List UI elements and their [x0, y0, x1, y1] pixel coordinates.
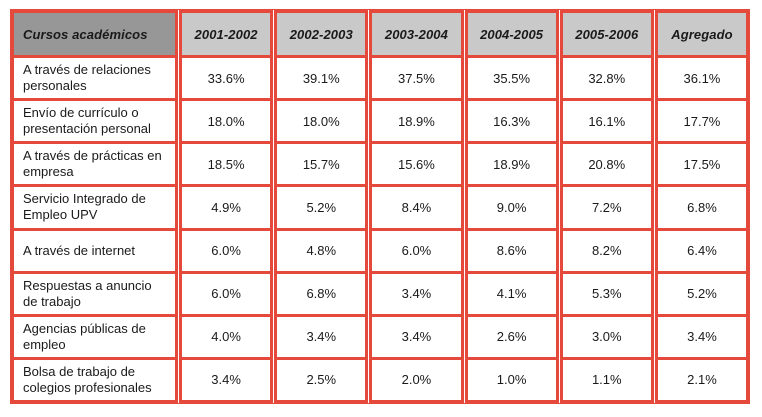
header-cell-year: 2004-2005	[467, 13, 556, 55]
header-cell-cursos-academicos: Cursos académicos	[14, 13, 175, 55]
value-cell: 18.0%	[277, 98, 366, 142]
header-cell-year: 2002-2003	[277, 13, 366, 55]
value-cell: 15.7%	[277, 141, 366, 185]
value-cell: 35.5%	[467, 55, 556, 99]
value-cell: 39.1%	[277, 55, 366, 99]
column-2001-2002: 2001-2002 33.6% 18.0% 18.5% 4.9% 6.0% 6.…	[179, 10, 274, 403]
value-cell: 1.1%	[562, 356, 651, 400]
value-cell: 6.4%	[657, 227, 747, 271]
value-cell: 6.8%	[657, 184, 747, 228]
value-cell: 1.0%	[467, 356, 556, 400]
value-cell: 15.6%	[372, 141, 461, 185]
value-cell: 18.0%	[182, 98, 271, 142]
column-2002-2003: 2002-2003 39.1% 18.0% 15.7% 5.2% 4.8% 6.…	[274, 10, 369, 403]
value-cell: 5.2%	[277, 184, 366, 228]
header-cell-year: 2003-2004	[372, 13, 461, 55]
value-cell: 18.9%	[372, 98, 461, 142]
value-cell: 3.4%	[277, 313, 366, 357]
value-cell: 16.1%	[562, 98, 651, 142]
value-cell: 8.2%	[562, 227, 651, 271]
value-cell: 20.8%	[562, 141, 651, 185]
value-cell: 18.9%	[467, 141, 556, 185]
value-cell: 8.4%	[372, 184, 461, 228]
value-cell: 5.2%	[657, 270, 747, 314]
column-2004-2005: 2004-2005 35.5% 16.3% 18.9% 9.0% 8.6% 4.…	[464, 10, 559, 403]
value-cell: 33.6%	[182, 55, 271, 99]
column-agregado: Agregado 36.1% 17.7% 17.5% 6.8% 6.4% 5.2…	[654, 10, 750, 403]
value-cell: 18.5%	[182, 141, 271, 185]
value-cell: 3.4%	[372, 313, 461, 357]
row-label: Servicio Integrado de Empleo UPV	[14, 184, 175, 228]
column-2005-2006: 2005-2006 32.8% 16.1% 20.8% 7.2% 8.2% 5.…	[559, 10, 654, 403]
value-cell: 6.8%	[277, 270, 366, 314]
value-cell: 17.7%	[657, 98, 747, 142]
row-label: Respuestas a anuncio de trabajo	[14, 270, 175, 314]
row-label: Agencias públicas de empleo	[14, 313, 175, 357]
value-cell: 6.0%	[372, 227, 461, 271]
value-cell: 6.0%	[182, 270, 271, 314]
value-cell: 7.2%	[562, 184, 651, 228]
value-cell: 2.1%	[657, 356, 747, 400]
value-cell: 4.8%	[277, 227, 366, 271]
value-cell: 4.9%	[182, 184, 271, 228]
value-cell: 6.0%	[182, 227, 271, 271]
employment-methods-table: Cursos académicos A través de relaciones…	[10, 9, 750, 404]
value-cell: 3.0%	[562, 313, 651, 357]
header-cell-year: 2001-2002	[182, 13, 271, 55]
value-cell: 16.3%	[467, 98, 556, 142]
row-label: A través de prácticas en empresa	[14, 141, 175, 185]
value-cell: 9.0%	[467, 184, 556, 228]
row-label: Envío de currículo o presentación person…	[14, 98, 175, 142]
row-label: Bolsa de trabajo de colegios profesional…	[14, 356, 175, 400]
value-cell: 37.5%	[372, 55, 461, 99]
value-cell: 2.0%	[372, 356, 461, 400]
value-cell: 5.3%	[562, 270, 651, 314]
value-cell: 36.1%	[657, 55, 747, 99]
value-cell: 3.4%	[657, 313, 747, 357]
value-cell: 17.5%	[657, 141, 747, 185]
value-cell: 3.4%	[372, 270, 461, 314]
value-cell: 4.0%	[182, 313, 271, 357]
column-2003-2004: 2003-2004 37.5% 18.9% 15.6% 8.4% 6.0% 3.…	[369, 10, 464, 403]
value-cell: 32.8%	[562, 55, 651, 99]
header-cell-agregado: Agregado	[657, 13, 747, 55]
row-label: A través de internet	[14, 227, 175, 271]
header-cell-year: 2005-2006	[562, 13, 651, 55]
value-cell: 8.6%	[467, 227, 556, 271]
row-label: A través de relaciones personales	[14, 55, 175, 99]
value-cell: 2.6%	[467, 313, 556, 357]
label-column: Cursos académicos A través de relaciones…	[11, 10, 178, 403]
value-cell: 4.1%	[467, 270, 556, 314]
value-cell: 3.4%	[182, 356, 271, 400]
value-cell: 2.5%	[277, 356, 366, 400]
